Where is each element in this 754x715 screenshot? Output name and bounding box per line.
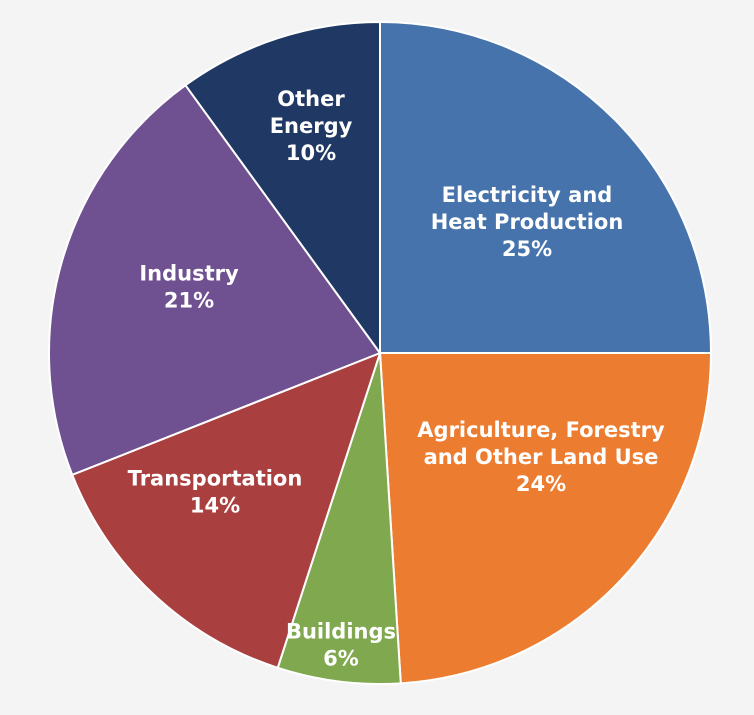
pie-labels: Electricity and Heat Production 25% Agricul… (128, 87, 665, 671)
pie-slice-1-percent-label: 24% (516, 472, 566, 496)
pie-slice-5-category-label: Other (277, 87, 345, 111)
pie-slice-4 (48, 84, 381, 476)
pie-slice-3-category-label: Transportation (128, 467, 303, 491)
pie-slice-5 (184, 21, 381, 354)
pie-slice-1-category-label: and Other Land Use (424, 445, 659, 469)
pie-slice-1-category-label: Agriculture, Forestry (417, 418, 665, 442)
pie-slice-5-category-label: Energy (270, 114, 353, 138)
pie-slice-2 (276, 352, 402, 685)
pie-slice-0-category-label: Electricity and (442, 183, 613, 207)
pie-slices (48, 21, 712, 685)
pie-slice-1 (379, 352, 712, 685)
pie-slice-3 (71, 352, 381, 669)
pie-slice-3-percent-label: 14% (190, 494, 240, 518)
pie-slice-0 (379, 21, 712, 354)
pie-slice-4-category-label: Industry (139, 262, 239, 286)
pie-slice-5-percent-label: 10% (286, 141, 336, 165)
pie-slice-4-percent-label: 21% (164, 289, 214, 313)
pie-slice-0-percent-label: 25% (502, 237, 552, 261)
pie-slice-2-percent-label: 6% (323, 647, 359, 671)
pie-slice-2-category-label: Buildings (286, 620, 396, 644)
pie-slice-0-category-label: Heat Production (431, 210, 624, 234)
